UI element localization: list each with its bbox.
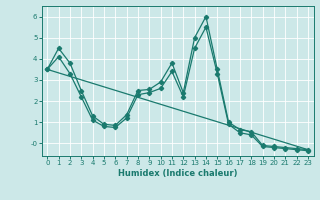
X-axis label: Humidex (Indice chaleur): Humidex (Indice chaleur) — [118, 169, 237, 178]
